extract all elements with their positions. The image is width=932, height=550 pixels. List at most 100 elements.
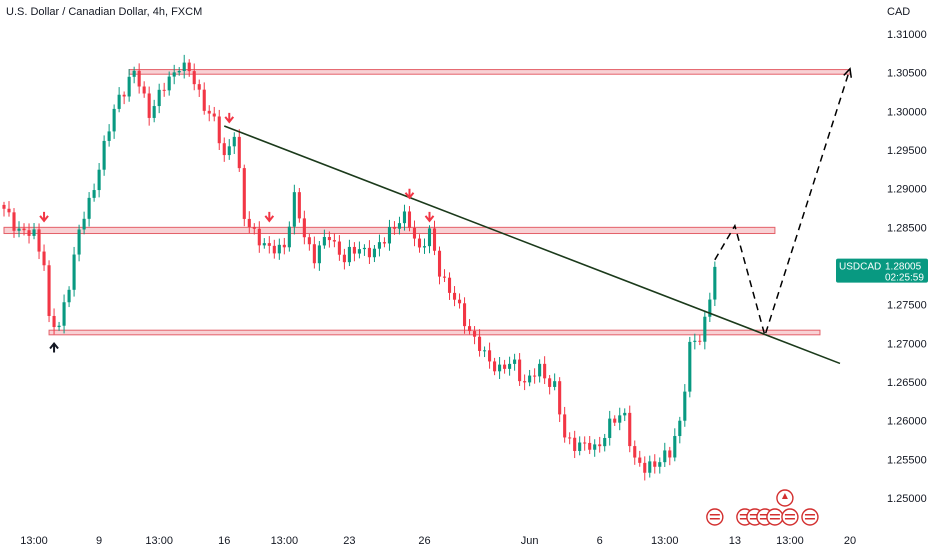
candle (528, 369, 532, 387)
candle (142, 81, 146, 98)
candle (503, 359, 507, 374)
candle (337, 235, 341, 261)
candle-body (137, 70, 141, 87)
candle (397, 216, 402, 235)
candle-body (17, 228, 21, 231)
candle (167, 71, 171, 96)
candle (703, 310, 707, 350)
candle-body (648, 461, 652, 473)
x-tick-label: 20 (844, 535, 856, 547)
currency-label: CAD (887, 6, 911, 18)
down-arrow-marker (424, 211, 435, 223)
up-arrow-marker (49, 341, 59, 353)
candle (222, 137, 226, 162)
candle (207, 105, 211, 122)
candle-body (412, 227, 417, 239)
candle-body (192, 71, 196, 85)
candle (342, 248, 346, 270)
candle (112, 104, 116, 139)
candle-body (242, 168, 246, 219)
candle-body (503, 364, 507, 369)
y-tick-label: 1.30000 (887, 106, 927, 118)
event-flag-icon[interactable] (781, 508, 799, 526)
candle (157, 83, 161, 114)
candle (87, 192, 91, 227)
event-flag-ring (766, 508, 784, 526)
candle (457, 293, 462, 309)
candle (442, 269, 447, 283)
candle-body (643, 462, 647, 473)
candle-body (267, 243, 271, 246)
candle-body (538, 363, 542, 377)
down-arrow-marker (404, 188, 415, 200)
candle-body (132, 70, 136, 77)
candle-body (608, 418, 612, 438)
candle (307, 234, 311, 251)
candle-body (292, 192, 296, 227)
candle (493, 357, 497, 376)
candle-body (272, 245, 276, 254)
candle-body (322, 236, 326, 246)
canada-flag-icon[interactable] (776, 489, 794, 507)
candle-body (287, 226, 291, 248)
candle-body (367, 247, 371, 258)
candle (162, 82, 166, 97)
candle-body (427, 228, 432, 247)
candle-body (698, 340, 702, 342)
candle-body (32, 229, 36, 236)
candle-body (77, 229, 81, 255)
y-tick-label: 1.29000 (887, 184, 927, 196)
candle (473, 326, 477, 345)
candle-body (688, 341, 692, 392)
x-tick-label: 13:00 (20, 535, 48, 547)
candle (282, 237, 286, 255)
candle-body (488, 350, 492, 362)
candle (252, 223, 256, 235)
candle (543, 356, 547, 385)
candle-body (212, 113, 216, 117)
candle (62, 294, 66, 334)
candle-body (262, 243, 266, 246)
candle (618, 407, 622, 431)
event-flag-icon[interactable] (801, 508, 819, 526)
candle-body (112, 108, 116, 132)
candle (693, 333, 697, 350)
candle (407, 206, 412, 232)
candle-body (613, 418, 617, 423)
candle (648, 455, 652, 478)
candle-body (302, 218, 306, 238)
event-flag-icon[interactable] (706, 508, 724, 526)
candle-body (372, 248, 376, 258)
candle (302, 210, 306, 245)
candle-body (543, 363, 547, 379)
event-flag-icon[interactable] (766, 508, 784, 526)
candle (202, 82, 206, 115)
candle-body (467, 326, 472, 332)
candle-body (52, 315, 56, 328)
candle (122, 91, 126, 105)
candle (578, 436, 582, 456)
candle-body (362, 247, 366, 250)
candle-body (332, 240, 336, 242)
candles-layer (2, 54, 717, 481)
projection-arrowhead (843, 67, 853, 78)
candle-body (708, 299, 712, 317)
candle (698, 334, 702, 346)
candle-body (257, 228, 261, 246)
candle-body (377, 242, 381, 249)
trendline (223, 125, 841, 365)
candle-body (528, 375, 532, 383)
candle (498, 356, 502, 380)
y-axis: 1.31000 1.30500 1.30000 1.29500 1.29000 1.285… (887, 29, 927, 505)
price-tag[interactable]: USDCAD 1.28005 02:25:59 (836, 258, 928, 284)
candle-body (452, 292, 457, 300)
candle-body (312, 244, 316, 264)
x-tick-label: 13:00 (651, 535, 679, 547)
candle-body (508, 363, 512, 369)
zone-resistance-top (128, 69, 851, 75)
candle (708, 292, 712, 322)
candle (77, 224, 81, 262)
candle (72, 246, 76, 297)
candle (347, 239, 351, 267)
